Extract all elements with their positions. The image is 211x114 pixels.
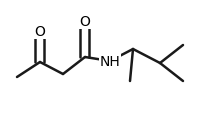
Text: O: O — [80, 15, 91, 29]
Text: NH: NH — [100, 54, 120, 68]
Text: O: O — [35, 25, 45, 39]
